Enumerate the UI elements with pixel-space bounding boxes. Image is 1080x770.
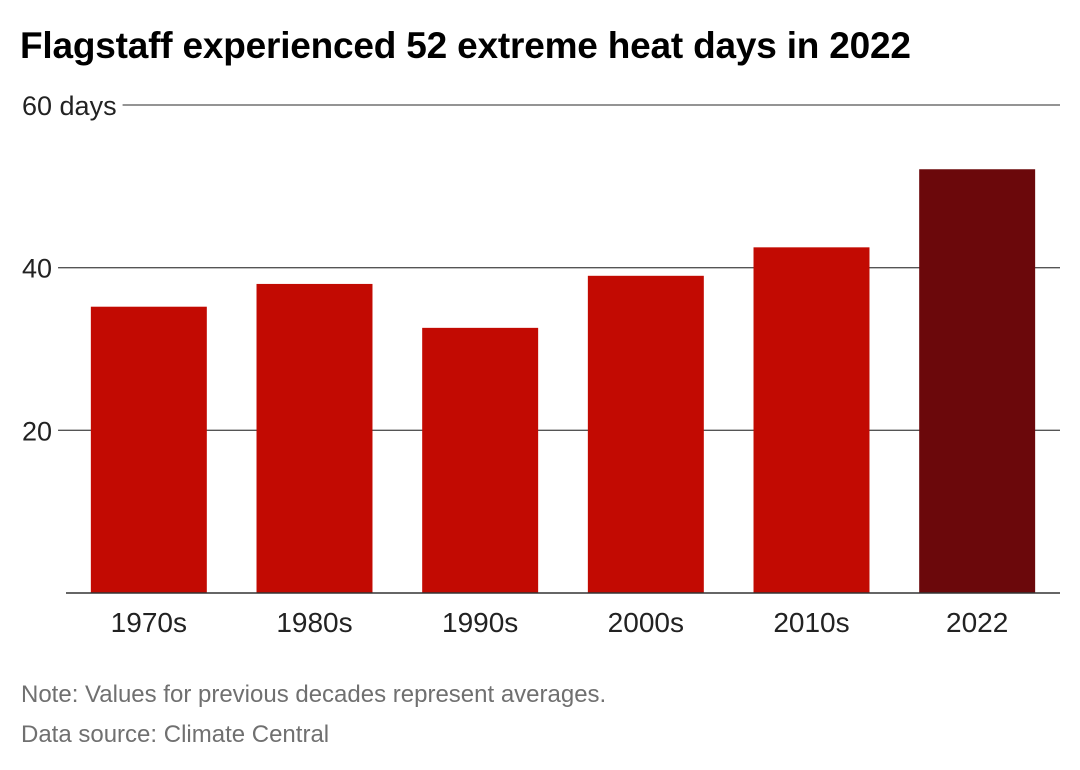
x-tick-label: 1980s — [276, 607, 352, 638]
x-tick-label: 2010s — [773, 607, 849, 638]
bars — [90, 169, 1036, 594]
x-tick-label: 1990s — [442, 607, 518, 638]
bar-1980s — [256, 283, 373, 593]
bar-1970s — [90, 306, 207, 593]
chart-note: Note: Values for previous decades repres… — [21, 681, 607, 708]
bar-2010s — [753, 247, 870, 594]
x-tick-label: 1970s — [111, 607, 187, 638]
bar-1990s — [422, 327, 539, 593]
y-tick-label: 40 — [22, 254, 52, 284]
y-tick-label: 60 days — [22, 91, 117, 121]
x-tick-label: 2000s — [608, 607, 684, 638]
bar-2022 — [919, 169, 1036, 593]
x-axis: 1970s 1980s 1990s 2000s 2010s 2022 — [66, 592, 1060, 638]
gridlines: 20 40 60 days — [22, 91, 1060, 446]
chart-title: Flagstaff experienced 52 extreme heat da… — [20, 25, 911, 66]
bar-2000s — [587, 275, 704, 593]
data-source: Data source: Climate Central — [21, 721, 330, 748]
y-tick-label: 20 — [22, 416, 52, 446]
x-tick-label: 2022 — [946, 607, 1008, 638]
